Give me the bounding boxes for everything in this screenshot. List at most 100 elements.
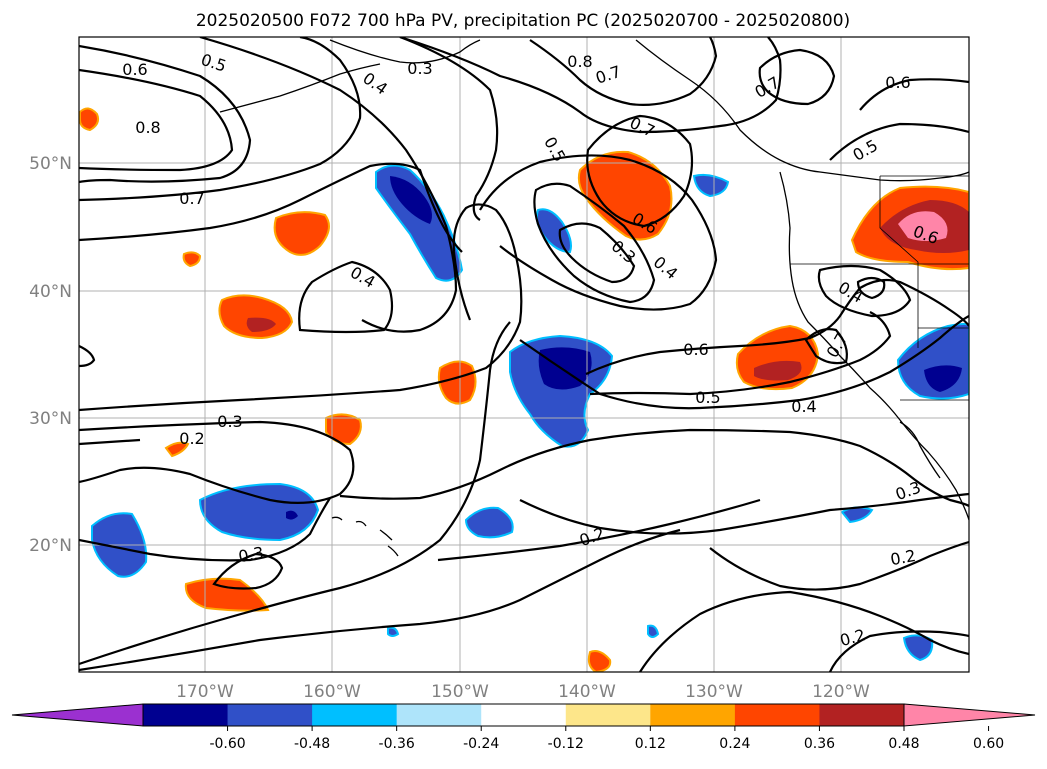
colorbar-tick-label: 0.12 <box>635 736 666 752</box>
pv-contour <box>212 552 284 590</box>
coastline-aleutians <box>219 63 381 113</box>
coastline-baja <box>899 421 941 479</box>
precip-patch <box>587 650 612 672</box>
precip-core <box>246 317 276 332</box>
coastline-hawaii <box>379 529 399 557</box>
pv-contour <box>79 203 523 412</box>
pv-contour <box>79 44 252 184</box>
precip-patch <box>902 634 934 662</box>
contour-label: 0.6 <box>885 73 910 92</box>
precip-patch <box>437 360 477 405</box>
latitude-labels: 50°N 40°N 30°N 20°N <box>29 154 72 556</box>
pv-contour <box>519 492 969 535</box>
pv-contour <box>79 438 141 446</box>
contour-label: 0.6 <box>122 60 147 79</box>
lat-label: 20°N <box>29 536 72 556</box>
pv-contours <box>79 37 969 672</box>
pv-contour <box>639 590 969 672</box>
pv-contour <box>585 278 969 375</box>
pv-contour <box>437 498 761 562</box>
colorbar-segment <box>481 704 567 726</box>
colorbar-tick-label: -0.48 <box>294 736 330 752</box>
contour-label: 0.2 <box>179 429 204 448</box>
precip-patch <box>79 107 100 132</box>
pv-contour <box>817 264 912 318</box>
lon-label: 120°W <box>812 682 870 702</box>
lon-label: 150°W <box>431 682 489 702</box>
precip-patch <box>164 441 190 458</box>
colorbar-segment <box>143 704 229 726</box>
colorbar-segment <box>312 704 398 726</box>
pv-contour <box>339 428 969 507</box>
colorbar-segment <box>650 704 736 726</box>
contour-label: 0.8 <box>135 118 160 137</box>
precip-patch <box>184 577 270 612</box>
coastline-us-west <box>779 171 969 521</box>
precip-core <box>390 176 432 224</box>
border-state <box>879 176 919 348</box>
political-borders <box>790 175 969 401</box>
pv-contour <box>79 497 331 562</box>
lon-label: 160°W <box>303 682 361 702</box>
pv-contour <box>558 222 636 284</box>
pv-contour <box>589 311 892 396</box>
pv-contour <box>199 37 458 333</box>
pv-contour <box>533 182 656 304</box>
contour-label: 0.7 <box>179 189 204 208</box>
pv-contour <box>859 78 969 111</box>
colorbar-segments <box>12 704 1035 726</box>
contour-label: 0.5 <box>695 388 720 407</box>
pv-contour <box>79 345 96 368</box>
colorbar: -0.60 -0.48 -0.36 -0.24 -0.12 0.12 0.24 0.36 0.4… <box>11 703 1036 752</box>
pv-contour <box>79 162 463 253</box>
coastline-bc <box>635 39 969 182</box>
pv-contour <box>829 122 969 161</box>
colorbar-tick-label: 0.48 <box>888 736 919 752</box>
contour-label: 0.3 <box>217 412 242 431</box>
contour-label: 0.3 <box>407 59 432 78</box>
pv-contour <box>828 630 969 672</box>
colorbar-segment <box>565 704 651 726</box>
pv-contour <box>586 114 694 228</box>
colorbar-frame <box>142 703 905 727</box>
lon-label: 130°W <box>685 682 743 702</box>
contour-label: 0.2 <box>889 546 917 569</box>
figure-title: 2025020500 F072 700 hPa PV, precipitatio… <box>196 11 850 31</box>
map-panel: 0.6 0.5 0.4 0.3 0.8 0.7 0.8 0.7 0.7 0.6 … <box>78 36 970 673</box>
lat-label: 50°N <box>29 154 72 174</box>
pv-contour <box>399 37 499 221</box>
longitude-labels: 170°W 160°W 150°W 140°W 130°W 120°W <box>176 682 870 702</box>
colorbar-tick-label: -0.24 <box>463 736 499 752</box>
precip-core <box>924 365 962 392</box>
pv-contour <box>479 154 718 311</box>
precip-patch <box>273 211 330 256</box>
precip-core <box>898 211 948 241</box>
precip-patch <box>464 506 514 539</box>
coastline-alaska <box>329 39 481 64</box>
precip-patch <box>198 482 320 542</box>
colorbar-tick-label: 0.60 <box>973 736 1004 752</box>
pv-contour <box>79 37 362 202</box>
precip-patch <box>647 624 660 638</box>
pv-contour <box>79 420 355 504</box>
colorbar-tick-label: -0.60 <box>209 736 245 752</box>
colorbar-ticks: -0.60 -0.48 -0.36 -0.24 -0.12 0.12 0.24 0.36 0.4… <box>209 726 1004 752</box>
pv-contour <box>79 528 681 672</box>
contour-label: 0.6 <box>683 340 708 359</box>
precip-patch <box>692 173 730 198</box>
lat-label: 30°N <box>29 409 72 429</box>
pv-contour <box>529 37 718 106</box>
coastline-hawaii-west <box>331 516 367 527</box>
colorbar-extend-max <box>904 704 1035 726</box>
contour-label: 0.3 <box>237 543 265 566</box>
precip-patch <box>182 251 202 268</box>
colorbar-tick-label: 0.24 <box>719 736 750 752</box>
precip-core <box>286 510 298 520</box>
pv-contour <box>758 48 836 106</box>
precip-patch <box>387 626 400 637</box>
colorbar-extend-min <box>12 704 143 726</box>
pv-contour <box>399 37 782 134</box>
colorbar-segment <box>396 704 482 726</box>
